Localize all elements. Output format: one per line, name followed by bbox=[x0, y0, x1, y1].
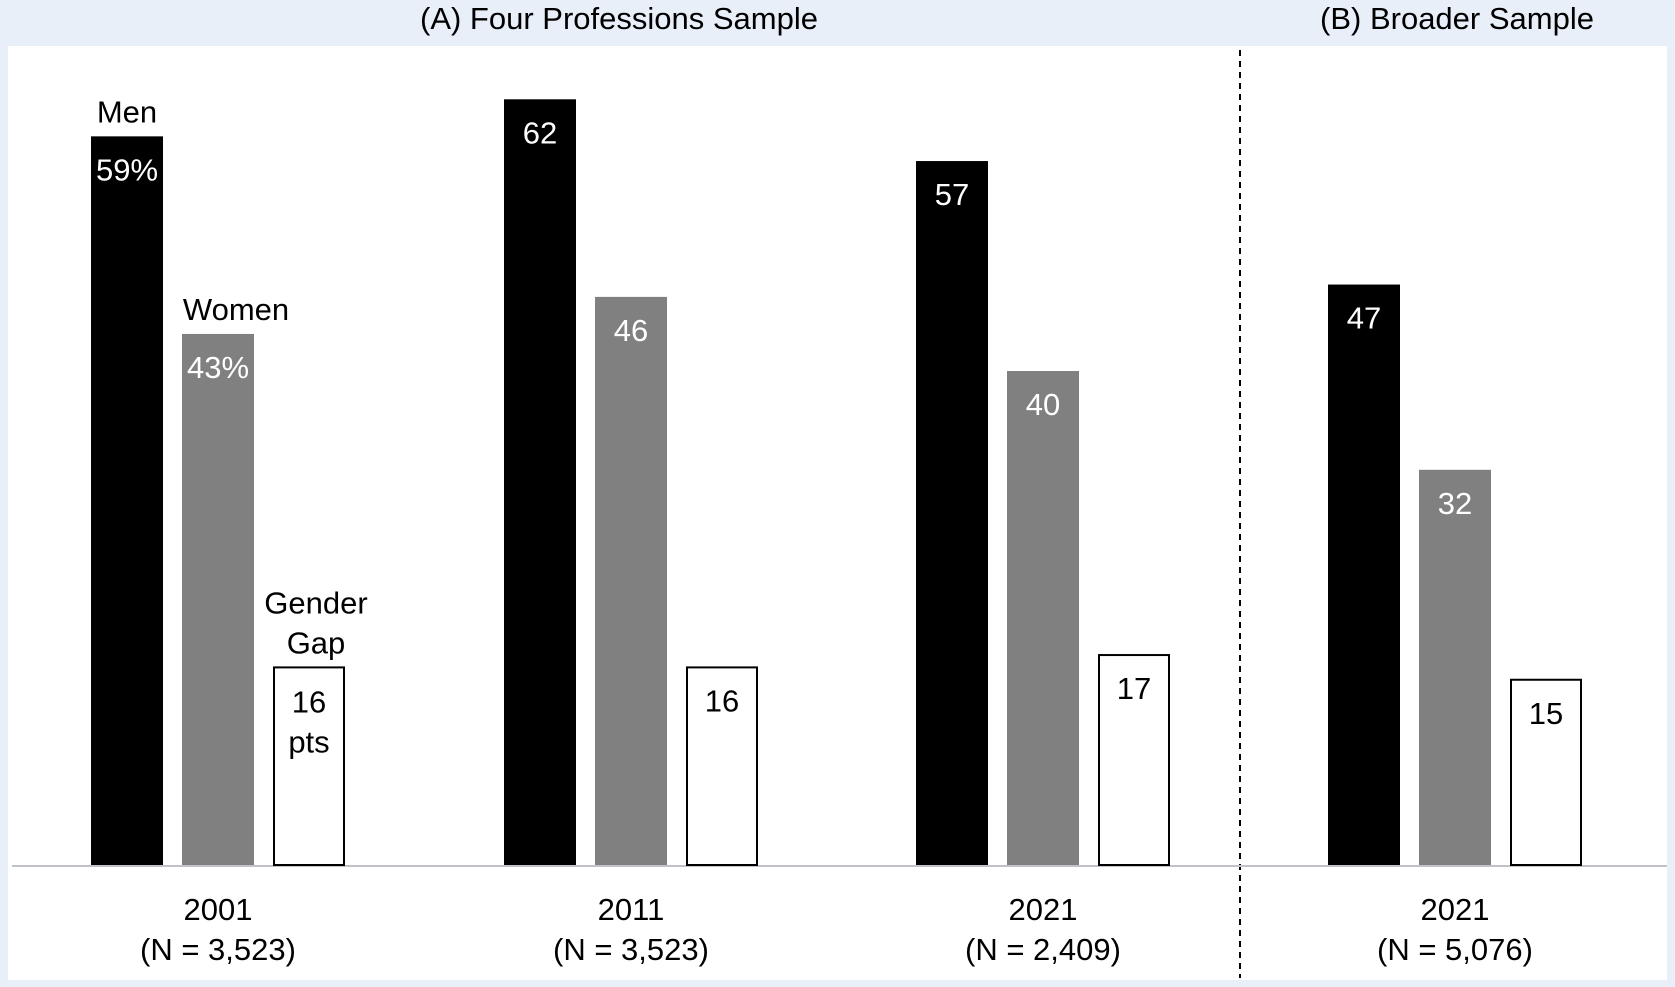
series-name-label: Gender bbox=[264, 585, 367, 620]
series-name-label: Women bbox=[183, 292, 289, 327]
bar-value-label: 40 bbox=[1026, 387, 1060, 422]
bar-women bbox=[595, 296, 667, 865]
bar-value-label: 59% bbox=[96, 152, 158, 187]
plot-panel bbox=[8, 46, 1667, 980]
bar-women bbox=[182, 333, 254, 865]
category-n-label: (N = 3,523) bbox=[553, 932, 709, 967]
bar-men bbox=[504, 99, 576, 866]
bar-gender-gap bbox=[1098, 654, 1170, 866]
bar-women bbox=[1007, 371, 1079, 865]
category-n-label: (N = 5,076) bbox=[1377, 932, 1533, 967]
bar-value-label: 16 bbox=[292, 684, 326, 719]
series-name-label: Gap bbox=[287, 625, 346, 660]
category-year-label: 2021 bbox=[1009, 892, 1078, 927]
bar-men bbox=[916, 161, 988, 866]
panel-b-title: (B) Broader Sample bbox=[1320, 1, 1594, 36]
bar-women bbox=[1419, 469, 1491, 865]
category-year-label: 2011 bbox=[598, 892, 665, 927]
bar-value-label: 43% bbox=[187, 350, 249, 385]
bar-value-label: 17 bbox=[1117, 671, 1151, 706]
bar-value-label: 47 bbox=[1347, 301, 1381, 336]
bar-gender-gap bbox=[686, 666, 758, 867]
panel-a-title: (A) Four Professions Sample bbox=[420, 1, 818, 36]
category-year-label: 2021 bbox=[1421, 892, 1490, 927]
bar-value-label: 62 bbox=[523, 115, 557, 150]
bar-men bbox=[1328, 284, 1400, 865]
bar-men bbox=[91, 136, 163, 866]
bar-value-label: 15 bbox=[1529, 696, 1563, 731]
bar-gender-gap bbox=[273, 666, 345, 867]
series-name-label: Men bbox=[97, 94, 157, 129]
bar-value-label: 32 bbox=[1438, 486, 1472, 521]
bar-value-label: 57 bbox=[935, 177, 969, 212]
bar-value-label: 16 bbox=[705, 683, 739, 718]
category-n-label: (N = 2,409) bbox=[965, 932, 1121, 967]
bar-value-label: pts bbox=[288, 724, 329, 759]
category-n-label: (N = 3,523) bbox=[140, 932, 296, 967]
bar-value-label: 46 bbox=[614, 313, 648, 348]
bar-gender-gap bbox=[1510, 678, 1582, 866]
category-year-label: 2001 bbox=[184, 892, 253, 927]
